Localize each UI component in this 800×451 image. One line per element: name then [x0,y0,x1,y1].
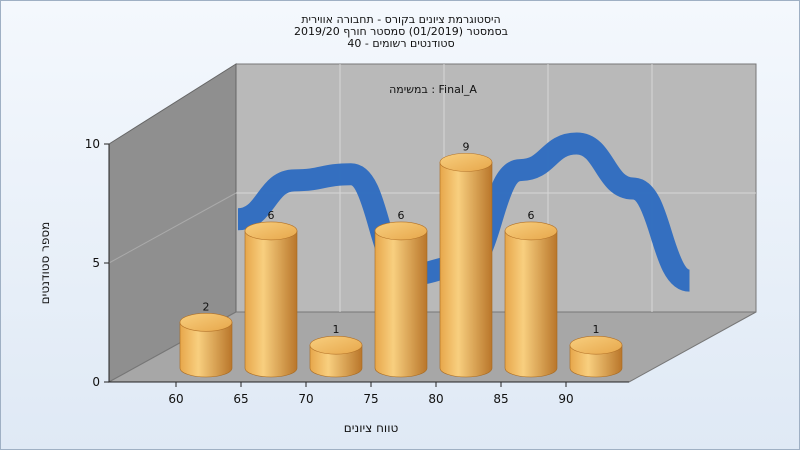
x-tick-label: 75 [363,392,378,406]
data-label: 1 [333,323,340,336]
data-label: 6 [268,209,275,222]
bar-top [179,313,233,332]
data-label: 6 [398,209,405,222]
x-tick-label: 65 [233,392,248,406]
bar-85: 6 [504,209,558,378]
bar-top [374,221,428,241]
chart-title-line-1: היסטוגרמת ציונים בקורס - תחבורה אווירית [301,13,501,26]
bar-body [244,230,298,378]
bar-top [569,335,623,355]
x-tick-label: 60 [168,392,183,406]
chart-title-line-2: בסמסטר (01/2019) סמסטר חורף 2019/20 [294,25,508,38]
chart-title-line-3: סטודנטים רשומים - 40 [347,37,455,50]
x-tick-label: 90 [558,392,573,406]
bar-top [244,221,298,241]
y-axis-title: מספר סטודנטים [38,222,52,305]
bar-body [504,230,558,378]
bar-65: 6 [244,209,298,378]
bar-60: 2 [179,300,233,378]
bar-body [439,162,493,378]
grid-line-horizontal [108,192,237,264]
data-label: 9 [463,140,470,153]
bar-75: 6 [374,209,428,378]
bar-80: 9 [439,140,493,378]
x-tick-label: 70 [298,392,313,406]
bar-70: 1 [309,323,363,378]
bar-top [504,221,558,241]
bar-90: 1 [569,323,623,378]
x-axis-title: טווח ציונים [344,421,399,435]
x-tick-label: 80 [428,392,443,406]
y-tick-label: 10 [85,137,100,151]
data-label: 6 [528,209,535,222]
y-tick-label: 5 [92,256,100,270]
data-label: 2 [203,300,210,313]
data-label: 1 [593,323,600,336]
x-tick-label: 85 [493,392,508,406]
bar-body [179,322,233,378]
bar-top [439,153,493,172]
series-annotation: במשימה : Final_A [389,83,477,96]
y-tick-label: 0 [92,375,100,389]
bar-top [309,335,363,355]
bar-body [374,230,428,378]
